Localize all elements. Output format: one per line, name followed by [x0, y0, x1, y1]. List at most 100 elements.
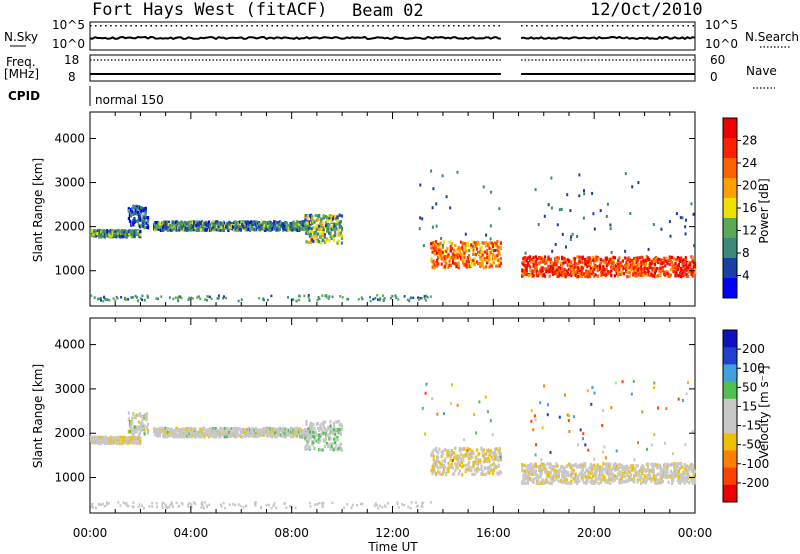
ground-scatter-cell [237, 299, 240, 303]
ground-scatter-cell [426, 296, 429, 299]
nsearch-dot [226, 25, 228, 27]
echo-cell [469, 466, 472, 470]
echo-cell [177, 223, 180, 227]
echo-cell [433, 266, 436, 270]
echo-cell [592, 479, 595, 484]
nsky-tick-top: 10^5 [52, 18, 85, 32]
echo-cell [572, 268, 575, 272]
echo-cell [685, 479, 688, 483]
ground-scatter-cell [308, 501, 311, 505]
echo-cell [577, 271, 580, 275]
echo-cell [146, 217, 150, 222]
echo-cell [665, 475, 668, 479]
echo-cell [571, 271, 574, 275]
echo-cell [595, 255, 598, 259]
echo-cell [487, 448, 490, 452]
echo-cell [419, 216, 422, 220]
echo-cell [614, 468, 618, 472]
echo-cell [618, 256, 621, 260]
echo-cell [469, 456, 472, 460]
echo-cell [134, 219, 137, 223]
nsearch-dot [541, 25, 543, 27]
echo-cell [585, 469, 588, 473]
echo-cell [690, 268, 693, 272]
echo-cell [648, 263, 651, 267]
echo-cell [485, 452, 488, 456]
echo-cell [169, 224, 172, 228]
echo-cell [581, 272, 584, 276]
echo-cell [592, 212, 595, 216]
echo-cell [130, 232, 133, 236]
echo-cell [564, 272, 567, 276]
echo-cell [632, 267, 635, 271]
echo-cell [143, 221, 146, 226]
echo-cell [671, 481, 674, 485]
echo-cell [448, 259, 451, 263]
echo-cell [604, 470, 607, 474]
echo-cell [563, 471, 566, 476]
echo-cell [202, 227, 205, 231]
echo-cell [338, 213, 341, 217]
echo-cell [593, 463, 596, 467]
echo-cell [182, 428, 185, 432]
echo-cell [479, 461, 482, 465]
echo-cell [332, 215, 336, 219]
echo-cell [336, 217, 339, 221]
ground-scatter-cell [382, 294, 384, 297]
echo-cell [228, 223, 231, 227]
nsearch-dot [90, 25, 92, 27]
echo-cell [581, 261, 584, 265]
ground-scatter-cell [157, 297, 160, 301]
echo-cell [569, 238, 572, 241]
echo-cell [646, 462, 650, 466]
echo-cell [436, 260, 439, 264]
echo-cell [144, 211, 147, 215]
echo-cell [252, 428, 255, 432]
echo-cell [433, 461, 436, 465]
echo-cell [468, 249, 471, 253]
nsearch-dot [352, 25, 354, 27]
echo-cell [252, 434, 255, 438]
echo-cell [688, 263, 691, 267]
echo-cell [108, 440, 111, 444]
echo-cell [580, 258, 583, 262]
nsearch-dot [621, 25, 624, 27]
echo-cell [306, 221, 309, 225]
echo-cell [483, 452, 486, 456]
echo-cell [570, 479, 573, 483]
ground-scatter-cell [403, 503, 406, 507]
echo-cell [433, 469, 436, 473]
echo-cell [471, 244, 474, 248]
echo-cell [605, 472, 608, 476]
echo-cell [579, 268, 582, 272]
echo-cell [648, 472, 651, 476]
echo-cell [571, 232, 574, 236]
echo-cell [691, 274, 694, 278]
echo-cell [336, 215, 339, 219]
echo-cell [598, 264, 602, 268]
echo-cell [633, 262, 636, 266]
echo-cell [128, 425, 132, 429]
echo-cell [445, 262, 448, 266]
nsearch-dot [256, 25, 258, 27]
echo-cell [629, 212, 632, 215]
echo-cell [469, 468, 472, 472]
date-title: 12/Oct/2010 [590, 0, 703, 20]
echo-cell [131, 430, 134, 434]
echo-cell [553, 263, 556, 267]
echo-cell [489, 237, 492, 241]
echo-cell [128, 219, 132, 223]
echo-cell [186, 431, 189, 435]
echo-cell [162, 429, 165, 433]
echo-cell [620, 479, 623, 483]
nsearch-dot [347, 25, 349, 27]
echo-cell [498, 258, 501, 262]
echo-cell [535, 274, 539, 278]
echo-cell [638, 269, 642, 273]
echo-cell [626, 270, 629, 275]
echo-cell [545, 471, 548, 475]
echo-cell [557, 471, 560, 476]
echo-cell [335, 217, 338, 221]
echo-cell [161, 225, 164, 229]
echo-cell [566, 463, 569, 467]
